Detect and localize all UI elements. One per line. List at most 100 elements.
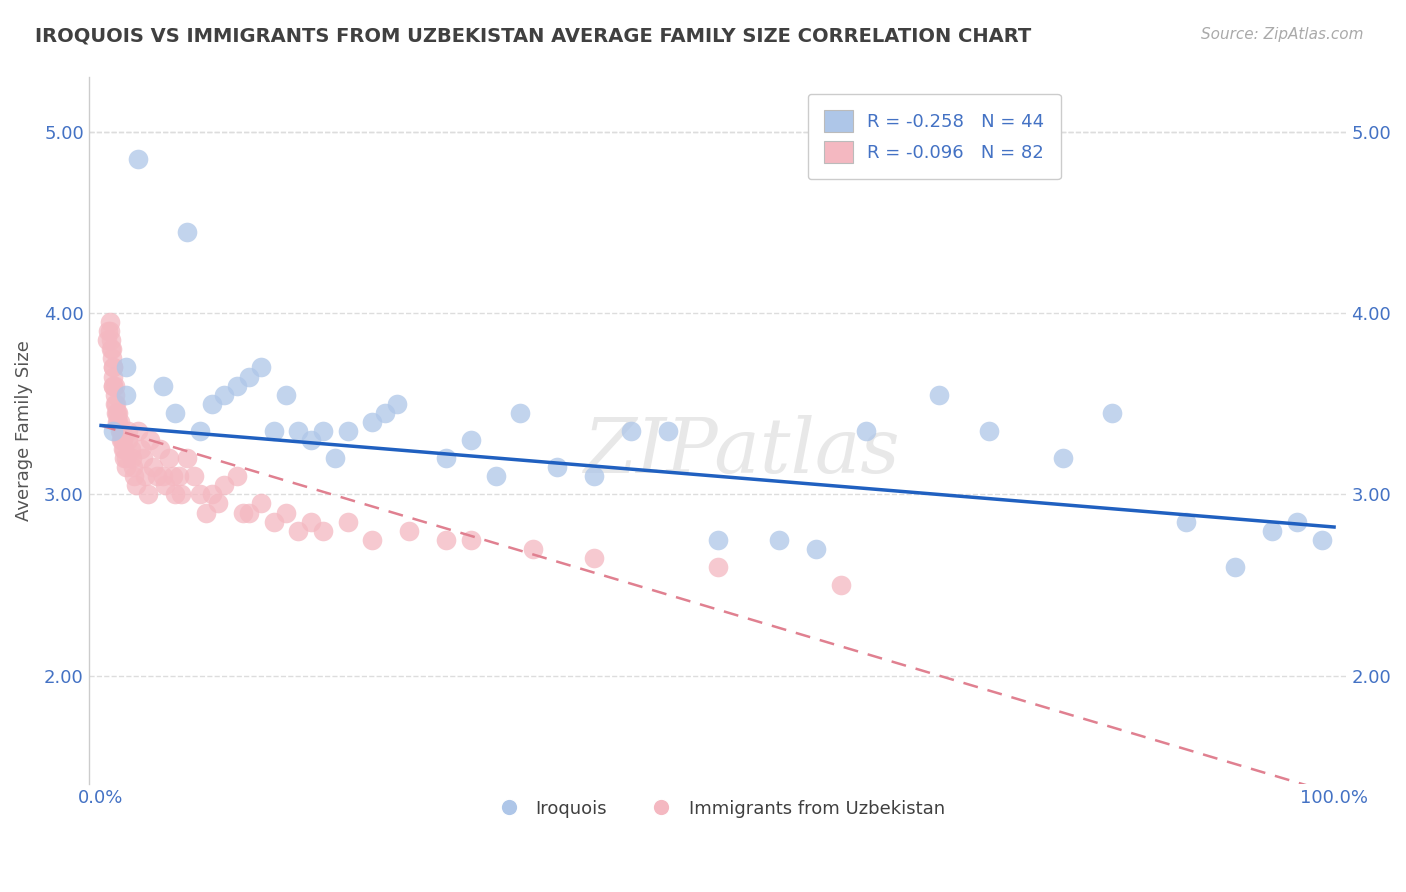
Point (114, 460, 136, 475)
Point (117, 424, 139, 438)
Y-axis label: Average Family Size: Average Family Size (15, 341, 32, 521)
Point (120, 442, 142, 456)
Point (323, 451, 346, 466)
Point (546, 460, 568, 475)
Point (114, 387, 136, 401)
Point (706, 533, 728, 547)
Point (170, 487, 193, 501)
Point (152, 378, 174, 392)
Point (522, 541, 544, 556)
Point (299, 433, 322, 447)
Point (830, 578, 852, 592)
Point (105, 406, 128, 420)
Point (96, 333, 118, 347)
Point (101, 351, 124, 366)
Point (114, 442, 136, 456)
Point (105, 415, 128, 429)
Point (768, 533, 790, 547)
Point (110, 424, 132, 438)
Point (127, 424, 149, 438)
Point (152, 469, 174, 483)
Point (312, 424, 335, 438)
Point (194, 506, 217, 520)
Point (250, 360, 273, 375)
Point (100, 343, 122, 357)
Point (201, 397, 224, 411)
Point (163, 487, 186, 501)
Point (214, 387, 236, 401)
Point (977, 424, 1000, 438)
Point (111, 424, 134, 438)
Point (103, 378, 125, 392)
Point (583, 469, 606, 483)
Point (274, 506, 297, 520)
Point (145, 469, 167, 483)
Point (107, 415, 129, 429)
Point (112, 442, 135, 456)
Point (107, 406, 129, 420)
Point (117, 433, 139, 447)
Point (108, 415, 131, 429)
Point (104, 406, 127, 420)
Point (104, 397, 127, 411)
Point (127, 152, 149, 166)
Point (103, 369, 125, 384)
Point (398, 524, 420, 538)
Point (121, 451, 143, 466)
Point (361, 415, 384, 429)
Legend: Iroquois, Immigrants from Uzbekistan: Iroquois, Immigrants from Uzbekistan (484, 792, 952, 825)
Point (225, 469, 247, 483)
Point (214, 478, 236, 492)
Point (299, 515, 322, 529)
Point (1052, 451, 1074, 466)
Point (238, 506, 260, 520)
Point (183, 469, 205, 483)
Point (134, 469, 156, 483)
Point (110, 433, 132, 447)
Text: Source: ZipAtlas.com: Source: ZipAtlas.com (1201, 27, 1364, 42)
Point (122, 460, 145, 475)
Point (207, 496, 229, 510)
Point (114, 360, 136, 375)
Point (1225, 560, 1247, 574)
Point (287, 424, 309, 438)
Text: IROQUOIS VS IMMIGRANTS FROM UZBEKISTAN AVERAGE FAMILY SIZE CORRELATION CHART: IROQUOIS VS IMMIGRANTS FROM UZBEKISTAN A… (35, 27, 1032, 45)
Point (100, 333, 122, 347)
Point (136, 487, 159, 501)
Point (114, 451, 136, 466)
Point (112, 433, 135, 447)
Point (201, 487, 224, 501)
Point (460, 433, 482, 447)
Point (374, 406, 396, 420)
Point (806, 541, 828, 556)
Point (153, 478, 176, 492)
Point (1261, 524, 1284, 538)
Point (583, 550, 606, 565)
Point (274, 387, 297, 401)
Point (104, 387, 127, 401)
Point (263, 424, 285, 438)
Point (124, 478, 146, 492)
Point (97, 324, 120, 338)
Point (706, 560, 728, 574)
Point (434, 533, 457, 547)
Point (361, 533, 384, 547)
Text: ZIPatlas: ZIPatlas (585, 415, 901, 489)
Point (114, 451, 136, 466)
Point (657, 424, 679, 438)
Point (225, 378, 247, 392)
Point (98, 324, 121, 338)
Point (98, 315, 121, 329)
Point (312, 524, 335, 538)
Point (132, 451, 155, 466)
Point (103, 424, 125, 438)
Point (620, 424, 643, 438)
Point (855, 424, 877, 438)
Point (1310, 533, 1333, 547)
Point (1101, 406, 1123, 420)
Point (103, 378, 125, 392)
Point (250, 496, 273, 510)
Point (108, 424, 131, 438)
Point (103, 360, 125, 375)
Point (124, 469, 146, 483)
